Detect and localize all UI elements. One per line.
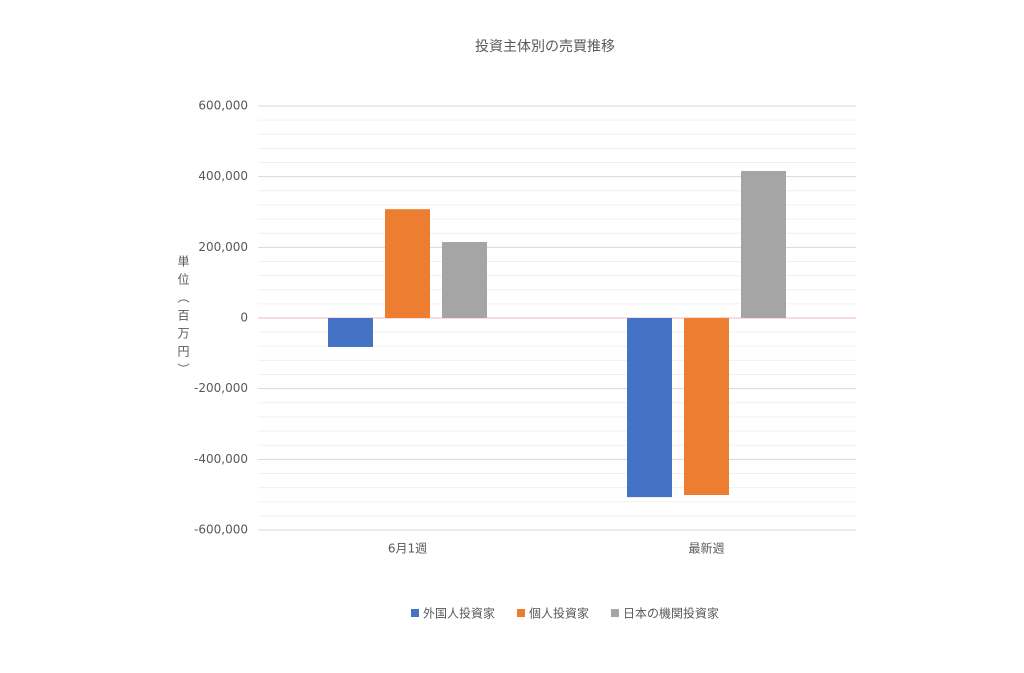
bar [385,209,430,318]
y-tick-label: -200,000 [194,381,248,395]
legend-swatch [410,609,419,617]
legend-swatch [516,609,525,617]
bar [627,318,672,498]
y-tick-label: -600,000 [194,523,248,537]
y-tick-label: 600,000 [198,99,248,113]
chart-title: 投資主体別の売買推移 [475,39,615,55]
legend-label: 個人投資家 [529,606,589,621]
legend-label: 外国人投資家 [423,606,495,621]
bar [442,242,487,318]
y-tick-label: 200,000 [198,240,248,254]
bar [684,318,729,496]
bar [328,318,373,347]
bar [741,171,786,318]
y-axis-label: 単位（百万円） [176,255,190,381]
x-tick-label: 6月1週 [388,542,427,556]
y-tick-label: -400,000 [194,452,248,466]
y-tick-label: 400,000 [198,169,248,183]
legend-label: 日本の機関投資家 [623,606,719,621]
legend-swatch [611,609,620,617]
x-tick-label: 最新週 [688,541,724,556]
y-tick-label: 0 [240,311,248,325]
